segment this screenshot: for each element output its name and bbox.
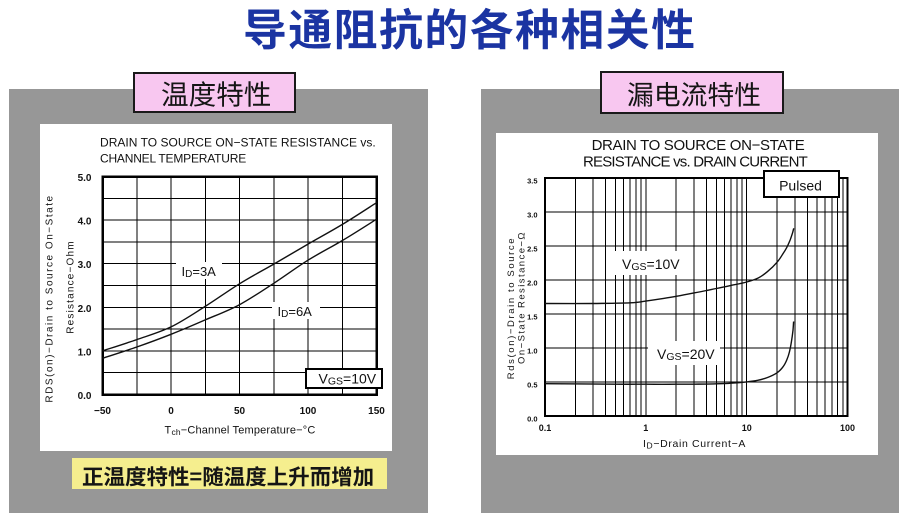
svg-text:ID−Drain Current−A: ID−Drain Current−A xyxy=(643,438,746,451)
svg-text:RDS(on)−Drain to Source On−Sta: RDS(on)−Drain to Source On−State xyxy=(45,194,56,402)
svg-text:3.5: 3.5 xyxy=(527,177,537,186)
svg-text:Resistance−Ohm: Resistance−Ohm xyxy=(66,240,77,334)
svg-text:0: 0 xyxy=(168,406,174,417)
svg-text:On−State Resistance−Ω: On−State Resistance−Ω xyxy=(517,231,528,364)
svg-text:0.1: 0.1 xyxy=(539,423,552,433)
svg-text:CHANNEL TEMPERATURE: CHANNEL TEMPERATURE xyxy=(100,152,246,166)
svg-text:1.0: 1.0 xyxy=(527,347,537,356)
svg-text:1.0: 1.0 xyxy=(78,347,92,358)
svg-text:100: 100 xyxy=(840,423,855,433)
svg-text:0.0: 0.0 xyxy=(78,391,92,402)
svg-text:Tch−Channel Temperature−°C: Tch−Channel Temperature−°C xyxy=(165,425,316,438)
svg-text:3.0: 3.0 xyxy=(527,211,537,220)
svg-text:Pulsed: Pulsed xyxy=(779,178,822,194)
svg-text:VGS=10V: VGS=10V xyxy=(319,371,377,388)
svg-text:2.0: 2.0 xyxy=(78,304,92,315)
svg-text:VGS=10V: VGS=10V xyxy=(622,256,680,273)
svg-text:3.0: 3.0 xyxy=(78,260,92,271)
svg-text:VGS=20V: VGS=20V xyxy=(657,346,715,363)
svg-text:0.5: 0.5 xyxy=(527,381,537,390)
svg-text:RESISTANCE vs. DRAIN CURRENT: RESISTANCE vs. DRAIN CURRENT xyxy=(583,154,808,171)
svg-text:5.0: 5.0 xyxy=(78,173,92,184)
svg-text:4.0: 4.0 xyxy=(78,217,92,228)
svg-text:10: 10 xyxy=(742,423,752,433)
svg-text:2.0: 2.0 xyxy=(527,279,537,288)
svg-text:DRAIN TO SOURCE ON−STATE: DRAIN TO SOURCE ON−STATE xyxy=(592,137,805,154)
svg-text:1: 1 xyxy=(643,423,648,433)
svg-text:Rds(on)−Drain to Source: Rds(on)−Drain to Source xyxy=(506,237,517,379)
svg-text:100: 100 xyxy=(300,406,317,417)
svg-text:150: 150 xyxy=(368,406,385,417)
svg-text:50: 50 xyxy=(234,406,246,417)
svg-text:DRAIN TO SOURCE ON−STATE RESIS: DRAIN TO SOURCE ON−STATE RESISTANCE vs. xyxy=(100,136,376,150)
svg-text:1.5: 1.5 xyxy=(527,313,537,322)
svg-text:0.0: 0.0 xyxy=(527,415,537,424)
svg-text:2.5: 2.5 xyxy=(527,245,537,254)
svg-text:−50: −50 xyxy=(94,406,111,417)
